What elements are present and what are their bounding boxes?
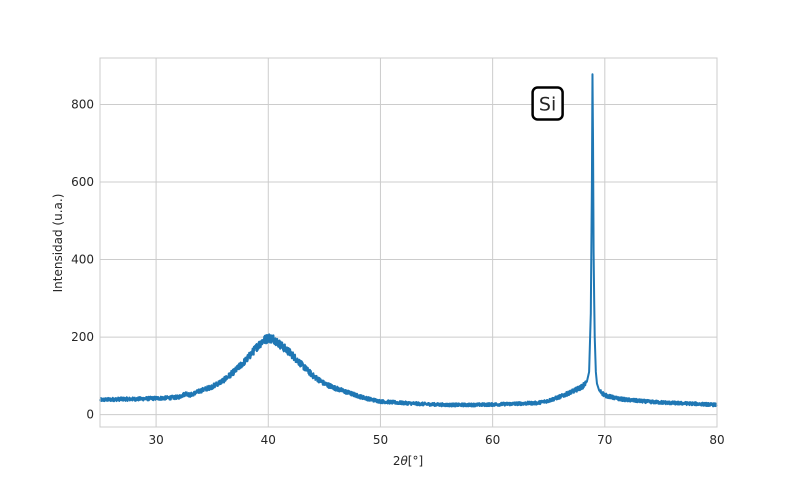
plot-area-background [100,58,717,427]
annotation-box [531,86,564,121]
y-tick-label: 400 [71,253,94,267]
y-tick-labels: 0 200 400 600 800 [71,98,94,422]
y-tick-label: 0 [86,408,94,422]
y-axis-label: Intensidad (u.a.) [51,194,65,293]
y-tick-label: 600 [71,175,94,189]
plot-frame [99,57,718,428]
series-line [99,73,718,408]
x-tick-label: 70 [597,433,612,447]
x-axis-label-suffix: [°] [408,454,423,468]
annotations: Si [531,86,564,121]
x-tick-label: 60 [485,433,500,447]
x-tick-label: 40 [261,433,276,447]
x-tick-label: 30 [148,433,163,447]
y-grid-lines [100,104,717,416]
x-axis-label-prefix: 2 [393,454,401,468]
x-axis-label-symbol: θ [400,454,408,468]
x-tick-labels: 30 40 50 60 70 80 [148,433,724,447]
y-tick-label: 200 [71,330,94,344]
x-tick-label: 80 [709,433,724,447]
x-axis-label: 2θ[°] [393,454,423,468]
y-tick-label: 800 [71,98,94,112]
x-tick-label: 50 [373,433,388,447]
annotation-label: Si [539,94,556,116]
